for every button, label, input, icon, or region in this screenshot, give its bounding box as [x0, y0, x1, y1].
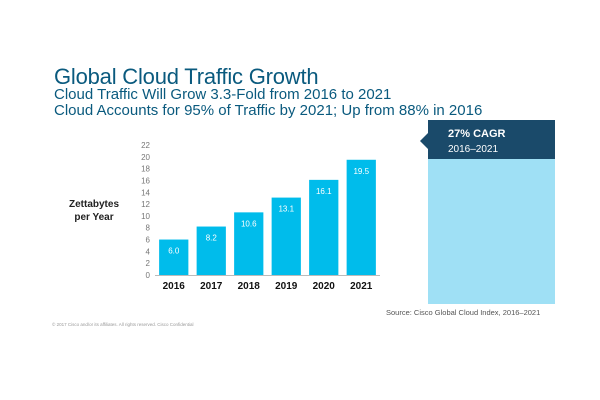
bar-2020 — [309, 179, 339, 275]
y-tick-label-4: 4 — [146, 247, 151, 256]
y-axis-title-line-2: per Year — [74, 212, 114, 223]
y-tick-label-6: 6 — [146, 236, 151, 245]
chart-subtitle-1: Cloud Traffic Will Grow 3.3-Fold from 20… — [54, 86, 392, 103]
x-tick-label-2020: 2020 — [313, 281, 336, 292]
x-tick-label-2019: 2019 — [275, 281, 298, 292]
y-tick-label-2: 2 — [146, 259, 151, 268]
y-axis-title: Zettabytes per Year — [64, 198, 124, 224]
copyright-footer: © 2017 Cisco and/or its affiliates. All … — [52, 322, 194, 327]
y-tick-label-14: 14 — [141, 188, 150, 197]
bar-value-label-2017: 8.2 — [206, 234, 218, 243]
y-axis-title-line-1: Zettabytes — [68, 199, 119, 210]
bar-value-label-2021: 19.5 — [353, 167, 369, 176]
bar-2016 — [159, 239, 189, 275]
y-tick-label-20: 20 — [141, 153, 150, 162]
chart-subtitle-2: Cloud Accounts for 95% of Traffic by 202… — [54, 102, 483, 119]
chart-title: Global Cloud Traffic Growth — [54, 64, 319, 89]
bar-value-label-2020: 16.1 — [316, 187, 332, 196]
x-tick-label-2021: 2021 — [350, 281, 373, 292]
x-tick-label-2018: 2018 — [238, 281, 261, 292]
x-tick-label-2016: 2016 — [163, 281, 186, 292]
bar-2017 — [196, 226, 226, 275]
y-tick-label-18: 18 — [141, 165, 150, 174]
cagr-header: 27% CAGR 2016–2021 — [420, 120, 555, 159]
cagr-callout: 27% CAGR 2016–2021 — [420, 120, 555, 304]
cagr-period: 2016–2021 — [448, 144, 499, 155]
x-tick-label-2017: 2017 — [200, 281, 223, 292]
cagr-value: 27% CAGR — [448, 128, 506, 140]
y-tick-label-8: 8 — [146, 224, 151, 233]
bar-2021 — [346, 159, 376, 275]
y-tick-label-0: 0 — [146, 271, 151, 280]
bar-value-label-2019: 13.1 — [278, 205, 294, 214]
bar-2019 — [271, 197, 301, 275]
bar-value-label-2018: 10.6 — [241, 219, 257, 228]
y-tick-label-12: 12 — [141, 200, 150, 209]
y-tick-label-10: 10 — [141, 212, 150, 221]
source-note: Source: Cisco Global Cloud Index, 2016–2… — [386, 308, 541, 317]
y-tick-label-22: 22 — [141, 141, 150, 150]
bar-2018 — [234, 212, 264, 275]
cagr-pointer — [420, 133, 428, 149]
y-tick-label-16: 16 — [141, 176, 150, 185]
bar-value-label-2016: 6.0 — [168, 247, 180, 256]
